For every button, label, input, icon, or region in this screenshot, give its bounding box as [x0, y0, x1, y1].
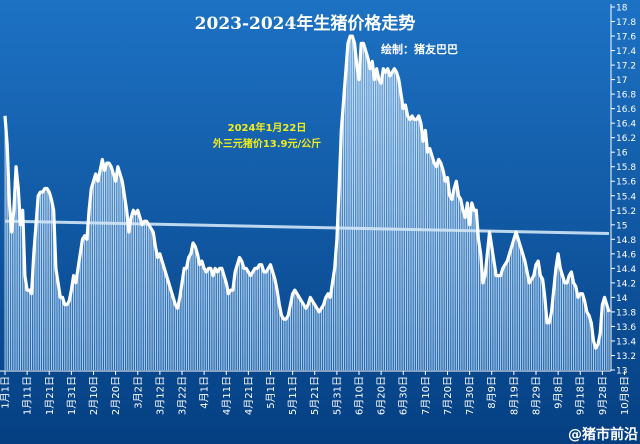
y-tick-label: 16.4	[616, 120, 636, 130]
x-tick-label: 4月1日	[199, 376, 211, 409]
x-tick-label: 1月1日	[0, 376, 12, 409]
y-tick-label: 17	[616, 76, 627, 86]
y-tick-label: 13.8	[616, 308, 636, 318]
y-tick-label: 15.4	[616, 192, 636, 202]
y-tick-label: 13.6	[616, 323, 636, 333]
area-fill	[5, 36, 609, 370]
x-tick-label: 7月10日	[420, 376, 432, 415]
annotation-price: 外三元猪价13.9元/公斤	[212, 137, 321, 150]
y-tick-label: 17.6	[616, 33, 636, 43]
x-tick-label: 9月8日	[553, 376, 565, 409]
x-tick-label: 5月11日	[287, 376, 299, 415]
x-tick-label: 2月10日	[88, 376, 100, 415]
chart-title: 2023-2024年生猪价格走势	[195, 13, 416, 34]
y-tick-label: 15.8	[616, 163, 636, 173]
x-tick-label: 10月8日	[619, 376, 631, 415]
x-tick-label: 5月31日	[331, 376, 343, 415]
y-tick-label: 14.2	[616, 279, 636, 289]
x-tick-label: 6月30日	[398, 376, 410, 415]
y-tick-label: 13.2	[616, 352, 636, 362]
x-tick-label: 3月22日	[177, 376, 189, 415]
x-tick-label: 1月31日	[66, 376, 78, 415]
y-tick-label: 14.8	[616, 236, 636, 246]
x-tick-label: 9月18日	[575, 376, 587, 415]
y-tick-label: 16.6	[616, 105, 636, 115]
trendline	[4, 219, 610, 236]
y-tick-label: 16	[616, 149, 628, 159]
y-tick-label: 18	[616, 4, 628, 14]
y-tick-label: 16.2	[616, 134, 636, 144]
y-tick-label: 13	[616, 367, 627, 377]
y-tick-label: 17.2	[616, 62, 636, 72]
x-tick-label: 3月12日	[154, 376, 166, 415]
x-tick-label: 6月20日	[376, 376, 388, 415]
y-tick-label: 13.4	[616, 337, 636, 347]
x-tick-label: 6月10日	[353, 376, 365, 415]
series-line	[3, 34, 611, 350]
x-tick-label: 3月2日	[132, 376, 144, 409]
plot-area	[4, 36, 610, 370]
series-line-group	[3, 34, 611, 350]
watermark: @猪市前沿	[568, 426, 638, 443]
y-tick-label: 15	[616, 221, 627, 231]
y-tick-label: 14.6	[616, 250, 636, 260]
x-tick-label: 1月21日	[44, 376, 56, 415]
x-tick-label: 8月19日	[508, 376, 520, 415]
y-tick-label: 14	[616, 294, 628, 304]
y-tick-label: 17.4	[616, 47, 636, 57]
x-tick-label: 8月29日	[530, 376, 542, 415]
y-tick-label: 15.2	[616, 207, 636, 217]
x-tick-label: 4月11日	[221, 376, 233, 415]
x-tick-label: 4月21日	[243, 376, 255, 415]
x-tick-label: 9月28日	[597, 376, 609, 415]
x-tick-label: 8月9日	[486, 376, 498, 409]
axis-group: 13 13.2 13.4 13.6 13.8 14 14.2 14.4 14.6 14.8 15 15…	[0, 4, 636, 415]
y-tick-label: 14.4	[616, 265, 636, 275]
y-tick-label: 17.8	[616, 18, 636, 28]
x-tick-label: 7月30日	[464, 376, 476, 415]
x-tick-label: 5月1日	[265, 376, 277, 409]
x-tick-label: 5月21日	[309, 376, 321, 415]
y-tick-label: 16.8	[616, 91, 636, 101]
x-tick-label: 7月20日	[442, 376, 454, 415]
x-tick-label: 2月20日	[110, 376, 122, 415]
chart-subtitle: 绘制：猪友巴巴	[381, 42, 458, 56]
x-tick-label: 1月11日	[22, 376, 34, 415]
annotation-date: 2024年1月22日	[228, 121, 307, 134]
y-tick-label: 15.6	[616, 178, 636, 188]
